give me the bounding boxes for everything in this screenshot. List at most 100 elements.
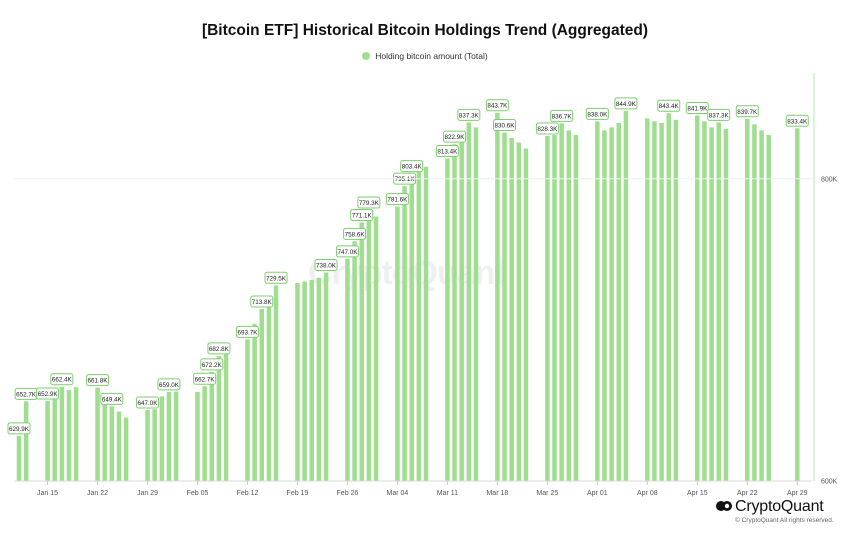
bar[interactable] bbox=[766, 134, 771, 481]
bar[interactable] bbox=[716, 122, 721, 481]
bar[interactable] bbox=[373, 216, 379, 481]
bar[interactable] bbox=[159, 396, 165, 481]
bar[interactable] bbox=[423, 166, 429, 481]
data-label-box bbox=[443, 130, 467, 143]
bar[interactable] bbox=[573, 134, 579, 481]
bar[interactable] bbox=[173, 391, 179, 481]
bar[interactable] bbox=[59, 386, 65, 481]
bar[interactable] bbox=[166, 391, 172, 481]
data-label: 662.4K bbox=[52, 377, 73, 384]
bar[interactable] bbox=[645, 118, 650, 481]
data-label: 682.8K bbox=[209, 346, 230, 353]
data-label: 837.3K bbox=[459, 112, 480, 119]
bar[interactable] bbox=[202, 386, 207, 481]
bar[interactable] bbox=[16, 435, 22, 481]
bar[interactable] bbox=[623, 110, 629, 482]
legend-label: Holding bitcoin amount (Total) bbox=[375, 51, 488, 61]
data-label-box bbox=[343, 227, 367, 240]
bar[interactable] bbox=[73, 387, 79, 481]
data-label-box bbox=[357, 196, 381, 209]
bar[interactable] bbox=[452, 144, 457, 482]
bar[interactable] bbox=[609, 127, 614, 482]
bar[interactable] bbox=[52, 395, 57, 481]
data-label-box bbox=[335, 245, 359, 258]
data-label-box bbox=[136, 396, 160, 409]
bar[interactable] bbox=[516, 142, 522, 481]
bar[interactable] bbox=[145, 409, 150, 481]
bar[interactable] bbox=[295, 283, 300, 481]
bar[interactable] bbox=[152, 409, 157, 481]
data-label: 729.5K bbox=[266, 275, 287, 282]
bar[interactable] bbox=[523, 148, 529, 481]
bar[interactable] bbox=[95, 387, 100, 481]
bar[interactable] bbox=[252, 323, 257, 481]
bar[interactable] bbox=[652, 121, 657, 482]
bar[interactable] bbox=[266, 299, 272, 481]
bar[interactable] bbox=[345, 258, 350, 481]
bar[interactable] bbox=[273, 285, 279, 481]
bar[interactable] bbox=[559, 123, 564, 481]
bar[interactable] bbox=[545, 136, 550, 481]
bar[interactable] bbox=[566, 130, 572, 482]
bar[interactable] bbox=[259, 309, 265, 481]
data-label: 738.0K bbox=[316, 262, 337, 269]
bar[interactable] bbox=[759, 130, 764, 482]
bar[interactable] bbox=[309, 280, 314, 481]
bar[interactable] bbox=[195, 391, 200, 481]
bar[interactable] bbox=[695, 115, 700, 482]
bar[interactable] bbox=[702, 121, 707, 482]
x-tick-label: Mar 18 bbox=[486, 490, 508, 497]
bar[interactable] bbox=[302, 281, 307, 481]
bar[interactable] bbox=[359, 222, 364, 481]
bar[interactable] bbox=[116, 411, 122, 481]
bar[interactable] bbox=[752, 124, 757, 481]
bar[interactable] bbox=[602, 130, 607, 482]
bar[interactable] bbox=[659, 122, 664, 482]
bar[interactable] bbox=[209, 371, 215, 481]
data-label-box bbox=[200, 358, 224, 371]
bar[interactable] bbox=[473, 127, 479, 482]
bar[interactable] bbox=[509, 137, 514, 482]
bar[interactable] bbox=[409, 173, 414, 481]
data-label-box bbox=[50, 373, 74, 386]
chart-legend[interactable]: Holding bitcoin amount (Total) bbox=[0, 51, 850, 61]
data-label-box bbox=[435, 145, 459, 158]
bar[interactable] bbox=[795, 128, 800, 481]
bar[interactable] bbox=[102, 402, 107, 481]
data-label-box bbox=[614, 97, 638, 110]
bar[interactable] bbox=[316, 277, 322, 481]
bar[interactable] bbox=[245, 339, 250, 481]
data-label: 841.9K bbox=[687, 105, 708, 112]
bar[interactable] bbox=[45, 401, 50, 481]
bar[interactable] bbox=[495, 112, 500, 482]
data-label: 828.3K bbox=[537, 126, 558, 133]
bar[interactable] bbox=[109, 406, 115, 481]
bar[interactable] bbox=[66, 390, 72, 481]
bar[interactable] bbox=[216, 355, 222, 481]
bar[interactable] bbox=[223, 352, 229, 481]
bar[interactable] bbox=[616, 122, 622, 482]
bar[interactable] bbox=[366, 210, 372, 481]
bar[interactable] bbox=[445, 158, 450, 481]
data-label: 795.1K bbox=[395, 176, 416, 183]
bar[interactable] bbox=[395, 206, 400, 481]
bar[interactable] bbox=[552, 134, 557, 481]
x-tick-label: Apr 01 bbox=[587, 490, 608, 497]
bar[interactable] bbox=[502, 132, 507, 482]
bar[interactable] bbox=[673, 119, 679, 481]
bar[interactable] bbox=[23, 401, 29, 481]
bar[interactable] bbox=[723, 128, 729, 481]
bar[interactable] bbox=[666, 113, 671, 481]
bar[interactable] bbox=[416, 171, 422, 481]
bar[interactable] bbox=[595, 121, 600, 482]
bar[interactable] bbox=[709, 127, 714, 482]
bar[interactable] bbox=[123, 417, 129, 481]
bar[interactable] bbox=[745, 118, 750, 481]
data-label-box bbox=[157, 378, 181, 391]
bar[interactable] bbox=[402, 186, 407, 481]
bar[interactable] bbox=[352, 241, 357, 481]
bar[interactable] bbox=[466, 122, 472, 481]
bar[interactable] bbox=[459, 133, 464, 481]
bar[interactable] bbox=[323, 272, 329, 481]
